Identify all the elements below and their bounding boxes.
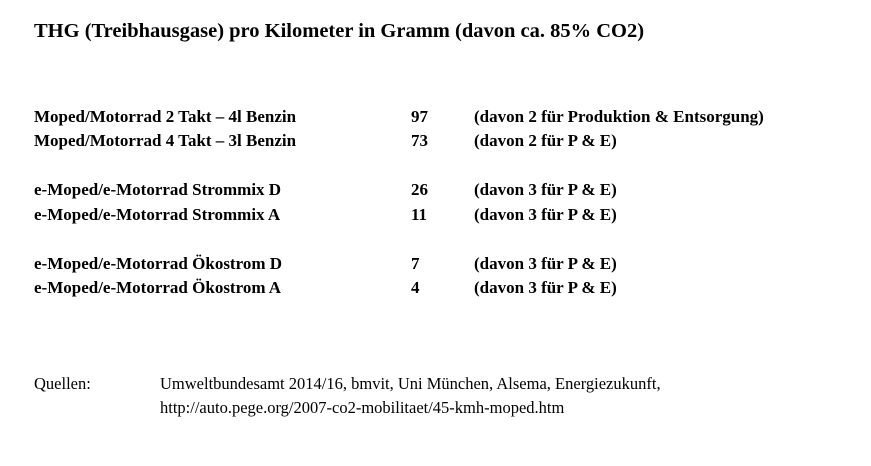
- row-label: e-Moped/e-Motorrad Strommix A: [34, 205, 281, 224]
- row-label: e-Moped/e-Motorrad Strommix D: [34, 180, 282, 199]
- row-label: e-Moped/e-Motorrad Ökostrom D: [34, 254, 283, 273]
- row-note: (davon 3 für P & E): [474, 180, 617, 199]
- row-label: Moped/Motorrad 2 Takt – 4l Benzin: [34, 107, 297, 126]
- row-label: e-Moped/e-Motorrad Ökostrom A: [34, 278, 282, 297]
- row-note: (davon 3 für P & E): [474, 205, 617, 224]
- sources-link[interactable]: http://auto.pege.org/2007-co2-mobilitaet…: [160, 398, 565, 417]
- page-title: THG (Treibhausgase) pro Kilometer in Gra…: [34, 20, 645, 42]
- row-note: (davon 3 für P & E): [474, 254, 617, 273]
- row-value: 11: [411, 205, 428, 224]
- row-note: (davon 2 für P & E): [474, 131, 617, 150]
- row-label: Moped/Motorrad 4 Takt – 3l Benzin: [34, 131, 297, 150]
- row-value: 26: [411, 180, 428, 199]
- row-value: 73: [411, 131, 428, 150]
- sources-line-1: Umweltbundesamt 2014/16, bmvit, Uni Münc…: [160, 374, 661, 393]
- row-note: (davon 2 für Produktion & Entsorgung): [474, 107, 764, 126]
- row-note: (davon 3 für P & E): [474, 278, 617, 297]
- row-value: 4: [411, 278, 420, 297]
- row-value: 7: [411, 254, 420, 273]
- row-value: 97: [411, 107, 428, 126]
- sources-label: Quellen:: [34, 374, 91, 393]
